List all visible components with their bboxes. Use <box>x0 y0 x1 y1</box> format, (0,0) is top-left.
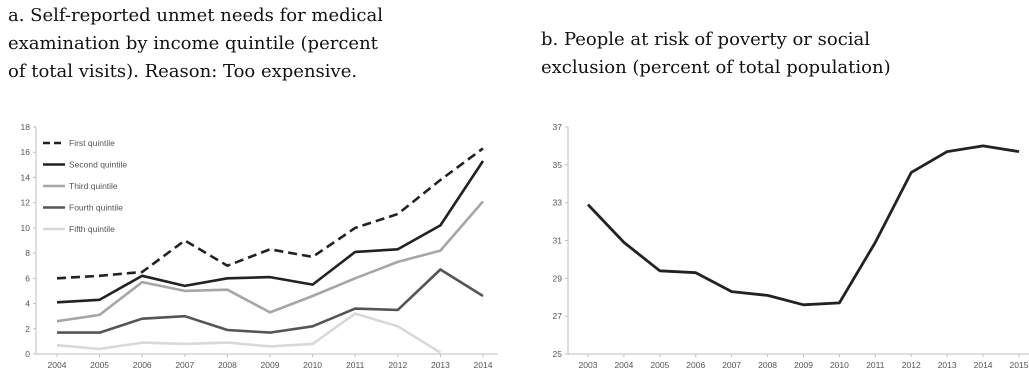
y-tick-label: 4 <box>25 299 30 309</box>
series-line-3 <box>56 200 484 323</box>
x-tick-label: 2003 <box>579 360 598 370</box>
chart-b: 25 27 29 31 33 35 37 2003 2004 2005 2006 2007 2008 20… <box>553 122 1029 370</box>
x-tick-label: 2007 <box>722 360 741 370</box>
y-tick-label: 25 <box>553 349 563 359</box>
x-tick-label: 2011 <box>866 360 885 370</box>
x-tick-label: 2010 <box>303 360 322 370</box>
series-line-1 <box>56 147 484 280</box>
y-tick-label: 29 <box>553 273 563 283</box>
x-tick-label: 2004 <box>614 360 633 370</box>
x-tick-label: 2005 <box>650 360 669 370</box>
y-tick-label: 18 <box>21 122 31 132</box>
x-tick-label: 2005 <box>90 360 109 370</box>
series-line-4 <box>57 268 484 334</box>
y-tick-label: 14 <box>21 172 31 182</box>
y-tick-label: 37 <box>553 122 563 132</box>
chart-a: 0 2 4 6 8 10 12 14 16 18 2004 2005 2006 2007 2008 2009 2… <box>21 122 498 370</box>
y-tick-label: 16 <box>21 147 31 157</box>
x-tick-label: 2008 <box>758 360 777 370</box>
legend-label-4: Fourth quintile <box>69 203 123 213</box>
x-tick-label: 2009 <box>794 360 813 370</box>
y-tick-label: 31 <box>553 236 563 246</box>
y-tick-label: 8 <box>25 248 30 258</box>
x-tick-label: 2012 <box>902 360 921 370</box>
legend-label-5: Fifth quintile <box>69 224 115 234</box>
x-tick-label: 2006 <box>133 360 152 370</box>
y-tick-label: 6 <box>25 273 30 283</box>
x-tick-label: 2007 <box>175 360 194 370</box>
y-tick-label: 2 <box>25 324 30 334</box>
x-tick-label: 2004 <box>48 360 67 370</box>
y-tick-label: 27 <box>553 311 563 321</box>
x-tick-label: 2011 <box>346 360 365 370</box>
series-line-5 <box>56 312 442 354</box>
chart-b-title: b. People at risk of poverty or social e… <box>541 29 891 78</box>
x-tick-label: 2008 <box>218 360 237 370</box>
y-tick-label: 12 <box>21 198 31 208</box>
y-tick-label: 0 <box>25 349 30 359</box>
series-line-2 <box>56 160 485 304</box>
legend-label-2: Second quintile <box>69 160 127 170</box>
y-tick-label: 10 <box>21 223 31 233</box>
series-line-1 <box>586 144 1020 307</box>
x-tick-label: 2015 <box>1010 360 1029 370</box>
x-tick-label: 2013 <box>431 360 450 370</box>
y-tick-label: 35 <box>553 160 563 170</box>
x-tick-label: 2014 <box>974 360 993 370</box>
y-tick-label: 33 <box>553 198 563 208</box>
x-tick-label: 2014 <box>474 360 493 370</box>
legend-label-3: Third quintile <box>69 181 118 191</box>
x-tick-label: 2009 <box>261 360 280 370</box>
x-tick-label: 2006 <box>686 360 705 370</box>
x-tick-label: 2012 <box>388 360 407 370</box>
x-tick-label: 2010 <box>830 360 849 370</box>
chart-a-title: a. Self-reported unmet needs for medical… <box>8 5 384 82</box>
legend-label-1: First quintile <box>69 138 115 148</box>
x-tick-label: 2013 <box>938 360 957 370</box>
